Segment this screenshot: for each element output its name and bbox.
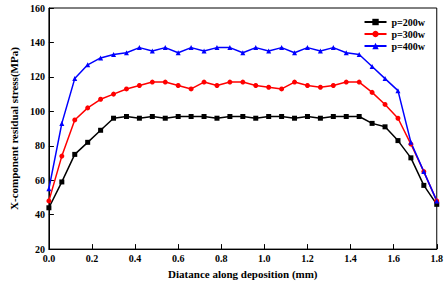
svg-text:1.8: 1.8	[431, 253, 444, 264]
svg-text:60: 60	[35, 175, 45, 186]
svg-text:Diatance along deposition (mm): Diatance along deposition (mm)	[168, 268, 318, 281]
svg-text:p=400w: p=400w	[392, 41, 426, 52]
svg-text:100: 100	[30, 106, 45, 117]
svg-text:p=300w: p=300w	[392, 29, 426, 40]
svg-text:140: 140	[30, 37, 45, 48]
svg-text:p=200w: p=200w	[392, 17, 426, 28]
svg-text:20: 20	[34, 243, 45, 255]
svg-text:160: 160	[30, 3, 45, 14]
svg-text:1.6: 1.6	[387, 253, 400, 264]
svg-text:0.6: 0.6	[172, 253, 185, 264]
svg-text:40: 40	[35, 209, 45, 220]
svg-text:1.4: 1.4	[344, 253, 357, 264]
svg-text:X-component residual stress(MP: X-component residual stress(MPa)	[8, 47, 21, 210]
svg-text:0.0: 0.0	[43, 253, 56, 264]
svg-text:80: 80	[35, 140, 45, 151]
svg-text:1.2: 1.2	[301, 253, 314, 264]
svg-text:0.8: 0.8	[215, 253, 228, 264]
svg-text:0.2: 0.2	[86, 253, 99, 264]
svg-text:0.4: 0.4	[129, 253, 142, 264]
svg-text:120: 120	[30, 71, 45, 82]
svg-text:1.0: 1.0	[258, 253, 271, 264]
